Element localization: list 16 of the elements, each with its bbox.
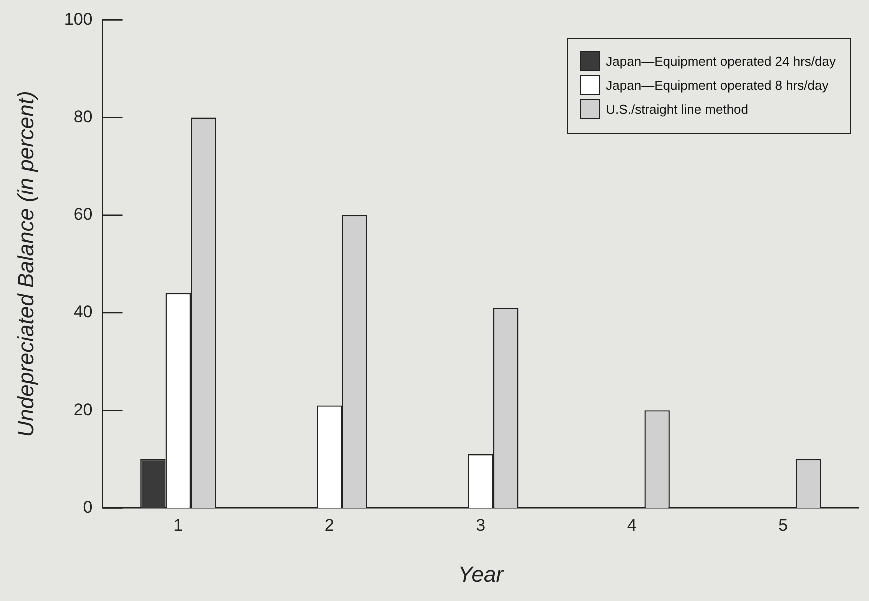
x-tick-label: 3 <box>476 516 486 536</box>
x-tick-label: 4 <box>627 516 637 536</box>
legend-label: Japan—Equipment operated 24 hrs/day <box>606 54 836 69</box>
y-tick-label: 20 <box>74 400 93 420</box>
y-axis-title: Undepreciated Balance (in percent) <box>13 91 38 438</box>
y-tick-label: 80 <box>74 107 93 126</box>
x-tick-label: 2 <box>324 516 334 536</box>
x-axis-title: Year <box>458 562 506 587</box>
x-tick-label: 5 <box>778 516 788 536</box>
y-tick-label: 40 <box>74 302 93 322</box>
legend-label: Japan—Equipment operated 8 hrs/day <box>606 78 829 93</box>
legend-label: U.S./straight line method <box>606 102 749 117</box>
y-tick-label: 100 <box>64 10 93 29</box>
y-tick-label: 60 <box>74 205 93 224</box>
x-tick-label: 1 <box>174 516 184 536</box>
y-tick-label: 0 <box>83 498 93 517</box>
